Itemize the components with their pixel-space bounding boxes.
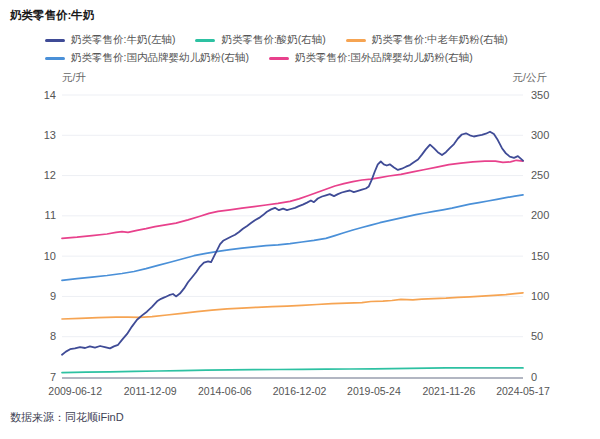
x-axis-tick: 2014-06-06 <box>185 385 265 398</box>
x-axis-tick: 2009-06-12 <box>35 385 115 398</box>
x-axis-tick: 2024-05-17 <box>483 385 563 398</box>
x-axis-tick: 2019-05-24 <box>334 385 414 398</box>
left-axis-tick: 14 <box>0 89 56 102</box>
x-axis-tick: 2011-12-09 <box>110 385 190 398</box>
chart-panel: 奶类零售价:牛奶 奶类零售价:牛奶(左轴)奶类零售价:酸奶(右轴)奶类零售价:中… <box>0 0 600 439</box>
right-axis-tick: 250 <box>531 169 591 182</box>
left-axis-tick: 10 <box>0 250 56 263</box>
left-axis-tick: 7 <box>0 371 56 384</box>
x-axis-tick: 2021-11-26 <box>409 385 489 398</box>
chart-canvas <box>0 0 600 439</box>
right-axis-tick: 350 <box>531 89 591 102</box>
right-axis-tick: 150 <box>531 250 591 263</box>
series-line-yogurt <box>62 368 523 373</box>
left-axis-tick: 11 <box>0 209 56 222</box>
data-source-note: 数据来源：同花顺iFinD <box>10 410 124 425</box>
right-axis-tick: 300 <box>531 129 591 142</box>
right-axis-tick: 200 <box>531 209 591 222</box>
left-axis-tick: 8 <box>0 330 56 343</box>
right-axis-tick: 0 <box>531 371 591 384</box>
left-axis-tick: 12 <box>0 169 56 182</box>
right-axis-tick: 50 <box>531 330 591 343</box>
left-axis-tick: 9 <box>0 290 56 303</box>
right-axis-tick: 100 <box>531 290 591 303</box>
series-line-foreign-infant-formula <box>62 160 523 238</box>
x-axis-tick: 2016-12-02 <box>260 385 340 398</box>
left-axis-tick: 13 <box>0 129 56 142</box>
